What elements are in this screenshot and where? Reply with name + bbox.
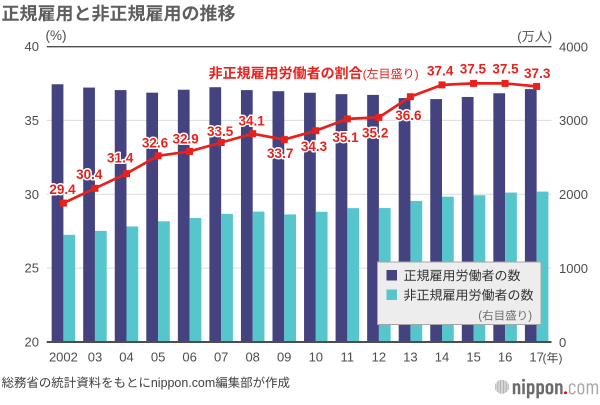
svg-text:): ) bbox=[559, 351, 563, 365]
svg-text:35.1: 35.1 bbox=[332, 130, 359, 145]
svg-text:16: 16 bbox=[498, 350, 512, 365]
svg-text:11: 11 bbox=[341, 350, 355, 365]
svg-text:34.1: 34.1 bbox=[238, 114, 265, 129]
svg-text:06: 06 bbox=[182, 350, 196, 365]
svg-text:): ) bbox=[528, 311, 532, 323]
svg-text:32.6: 32.6 bbox=[142, 136, 169, 151]
svg-text:33.7: 33.7 bbox=[267, 146, 293, 161]
svg-text:08: 08 bbox=[245, 350, 259, 365]
svg-text:35: 35 bbox=[25, 113, 39, 128]
svg-text:09: 09 bbox=[277, 350, 291, 365]
svg-text:(: ( bbox=[478, 311, 482, 323]
svg-text:4000: 4000 bbox=[559, 39, 588, 54]
svg-text:0: 0 bbox=[559, 335, 566, 350]
svg-text:37.5: 37.5 bbox=[492, 62, 519, 77]
svg-text:2000: 2000 bbox=[559, 187, 588, 202]
svg-text:): ) bbox=[548, 29, 552, 44]
svg-text:14: 14 bbox=[435, 350, 449, 365]
svg-text:(: ( bbox=[363, 67, 367, 81]
svg-text:05: 05 bbox=[151, 350, 165, 365]
svg-text:33.5: 33.5 bbox=[207, 124, 234, 139]
svg-text:3000: 3000 bbox=[559, 113, 588, 128]
svg-text:31.4: 31.4 bbox=[107, 150, 134, 165]
svg-text:07: 07 bbox=[214, 350, 228, 365]
svg-text:03: 03 bbox=[88, 350, 102, 365]
svg-text:40: 40 bbox=[25, 39, 39, 54]
svg-text:12: 12 bbox=[372, 350, 386, 365]
svg-text:13: 13 bbox=[403, 350, 417, 365]
svg-text:37.5: 37.5 bbox=[460, 62, 487, 77]
svg-text:34.3: 34.3 bbox=[301, 139, 328, 154]
svg-text:20: 20 bbox=[25, 335, 39, 350]
svg-text:10: 10 bbox=[309, 350, 323, 365]
svg-text:17: 17 bbox=[529, 350, 543, 365]
svg-text:2002: 2002 bbox=[49, 350, 78, 365]
svg-text:36.6: 36.6 bbox=[395, 108, 422, 123]
svg-text:04: 04 bbox=[119, 350, 133, 365]
svg-text:37.3: 37.3 bbox=[524, 66, 551, 81]
svg-text:35.2: 35.2 bbox=[362, 125, 388, 140]
svg-text:1000: 1000 bbox=[559, 261, 588, 276]
svg-text:(: ( bbox=[517, 29, 522, 44]
svg-text:(: ( bbox=[543, 351, 547, 365]
svg-text:): ) bbox=[415, 67, 419, 81]
svg-text:30.4: 30.4 bbox=[76, 167, 103, 182]
svg-text:32.9: 32.9 bbox=[172, 132, 198, 147]
svg-text:15: 15 bbox=[466, 350, 480, 365]
svg-text:30: 30 bbox=[25, 187, 39, 202]
svg-text:nippon.com: nippon.com bbox=[151, 376, 215, 390]
svg-text:(%): (%) bbox=[46, 28, 67, 43]
svg-text:29.4: 29.4 bbox=[49, 182, 76, 197]
svg-text:25: 25 bbox=[25, 261, 39, 276]
svg-text:37.4: 37.4 bbox=[427, 64, 454, 79]
